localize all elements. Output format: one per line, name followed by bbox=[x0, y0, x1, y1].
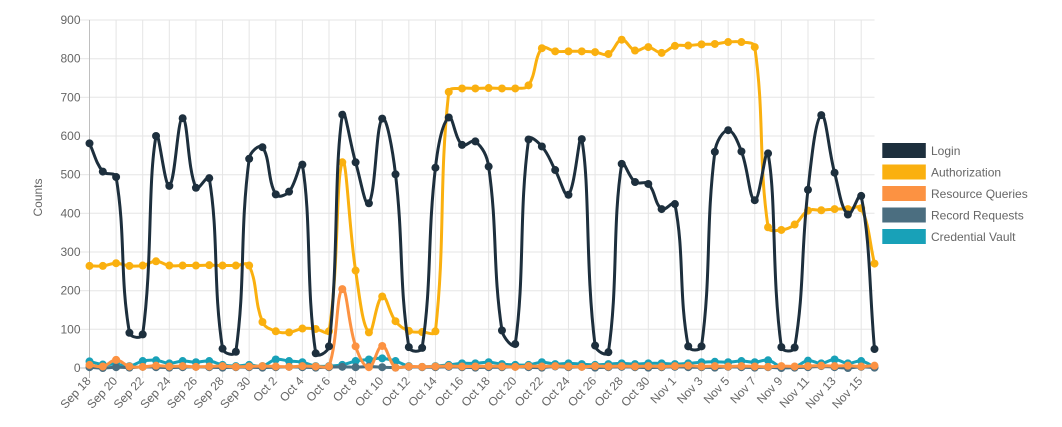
svg-text:500: 500 bbox=[60, 168, 80, 182]
svg-text:700: 700 bbox=[60, 90, 80, 104]
svg-text:300: 300 bbox=[60, 245, 80, 259]
svg-text:0: 0 bbox=[74, 361, 81, 375]
svg-text:200: 200 bbox=[60, 284, 80, 298]
svg-text:Credential Vault: Credential Vault bbox=[931, 230, 1016, 244]
svg-text:600: 600 bbox=[60, 129, 80, 143]
svg-text:900: 900 bbox=[60, 13, 80, 27]
svg-text:400: 400 bbox=[60, 206, 80, 220]
svg-text:100: 100 bbox=[60, 322, 80, 336]
svg-text:800: 800 bbox=[60, 52, 80, 66]
svg-text:Record Requests: Record Requests bbox=[931, 209, 1024, 223]
svg-text:Counts: Counts bbox=[31, 178, 45, 216]
svg-text:Login: Login bbox=[931, 144, 960, 158]
svg-text:Authorization: Authorization bbox=[931, 166, 1001, 180]
svg-text:Resource Queries: Resource Queries bbox=[931, 187, 1028, 201]
